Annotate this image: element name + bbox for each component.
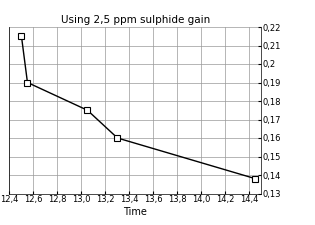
Title: Using 2,5 ppm sulphide gain: Using 2,5 ppm sulphide gain xyxy=(61,15,210,25)
X-axis label: Time: Time xyxy=(123,207,147,217)
